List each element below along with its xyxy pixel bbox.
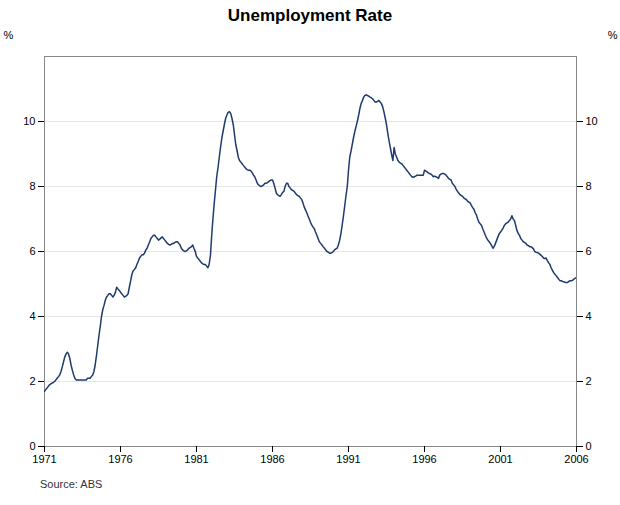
svg-text:2006: 2006: [564, 453, 588, 465]
svg-text:%: %: [4, 29, 14, 41]
svg-text:0: 0: [586, 440, 592, 452]
svg-text:4: 4: [586, 310, 592, 322]
svg-text:8: 8: [29, 180, 35, 192]
svg-text:4: 4: [29, 310, 35, 322]
svg-text:2: 2: [586, 375, 592, 387]
html-text:Unemployment Rate: Unemployment Rate: [227, 6, 393, 25]
svg-text:2001: 2001: [488, 453, 512, 465]
svg-text:1996: 1996: [412, 453, 436, 465]
svg-text:10: 10: [23, 115, 35, 127]
svg-text:6: 6: [586, 245, 592, 257]
svg-text:1986: 1986: [260, 453, 284, 465]
svg-text:6: 6: [29, 245, 35, 257]
svg-text:8: 8: [586, 180, 592, 192]
svg-text:1981: 1981: [184, 453, 208, 465]
svg-text:0: 0: [29, 440, 35, 452]
svg-text:%: %: [608, 29, 618, 41]
svg-text:1976: 1976: [108, 453, 132, 465]
svg-text:1991: 1991: [336, 453, 360, 465]
html-text:Source: ABS: Source: ABS: [40, 478, 103, 490]
svg-text:2: 2: [29, 375, 35, 387]
svg-text:1971: 1971: [32, 453, 56, 465]
svg-text:10: 10: [586, 115, 598, 127]
